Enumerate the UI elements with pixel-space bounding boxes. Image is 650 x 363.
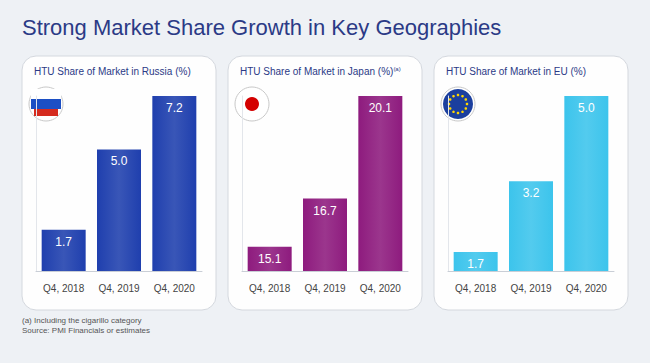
svg-text:Q4, 2019: Q4, 2019 [304,283,346,294]
svg-text:Q4, 2018: Q4, 2018 [455,283,497,294]
svg-text:5.0: 5.0 [111,154,128,168]
svg-text:16.7: 16.7 [313,204,337,218]
svg-text:(a): (a) [393,66,400,72]
svg-text:Q4, 2020: Q4, 2020 [154,283,196,294]
svg-text:1.7: 1.7 [55,235,72,249]
svg-text:(a) Including the cigarillo ca: (a) Including the cigarillo category [22,316,142,325]
svg-text:3.2: 3.2 [523,186,540,200]
svg-text:15.1: 15.1 [258,252,282,266]
svg-text:1.7: 1.7 [467,257,484,271]
svg-text:Q4, 2020: Q4, 2020 [360,283,402,294]
svg-text:Q4, 2019: Q4, 2019 [510,283,552,294]
svg-text:Strong Market Share Growth in: Strong Market Share Growth in Key Geogra… [22,15,501,40]
svg-text:Source: PMI Financials or esti: Source: PMI Financials or estimates [22,326,150,335]
svg-text:Q4, 2020: Q4, 2020 [566,283,608,294]
svg-text:20.1: 20.1 [369,101,393,115]
svg-text:Q4, 2018: Q4, 2018 [249,283,291,294]
svg-text:Q4, 2018: Q4, 2018 [43,283,85,294]
svg-text:Q4, 2019: Q4, 2019 [98,283,140,294]
svg-text:5.0: 5.0 [578,101,595,115]
svg-text:7.2: 7.2 [166,101,183,115]
svg-text:HTU Share of Market in Japan (: HTU Share of Market in Japan (%) [240,66,393,77]
svg-text:HTU Share of Market in EU (%): HTU Share of Market in EU (%) [446,66,586,77]
svg-text:HTU Share of Market in Russia: HTU Share of Market in Russia (%) [34,66,191,77]
